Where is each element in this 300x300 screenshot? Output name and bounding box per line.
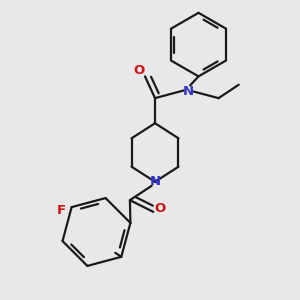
Text: F: F	[57, 204, 66, 217]
Text: O: O	[133, 64, 145, 77]
Text: O: O	[154, 202, 166, 215]
Text: N: N	[183, 85, 194, 98]
Text: N: N	[149, 175, 161, 188]
